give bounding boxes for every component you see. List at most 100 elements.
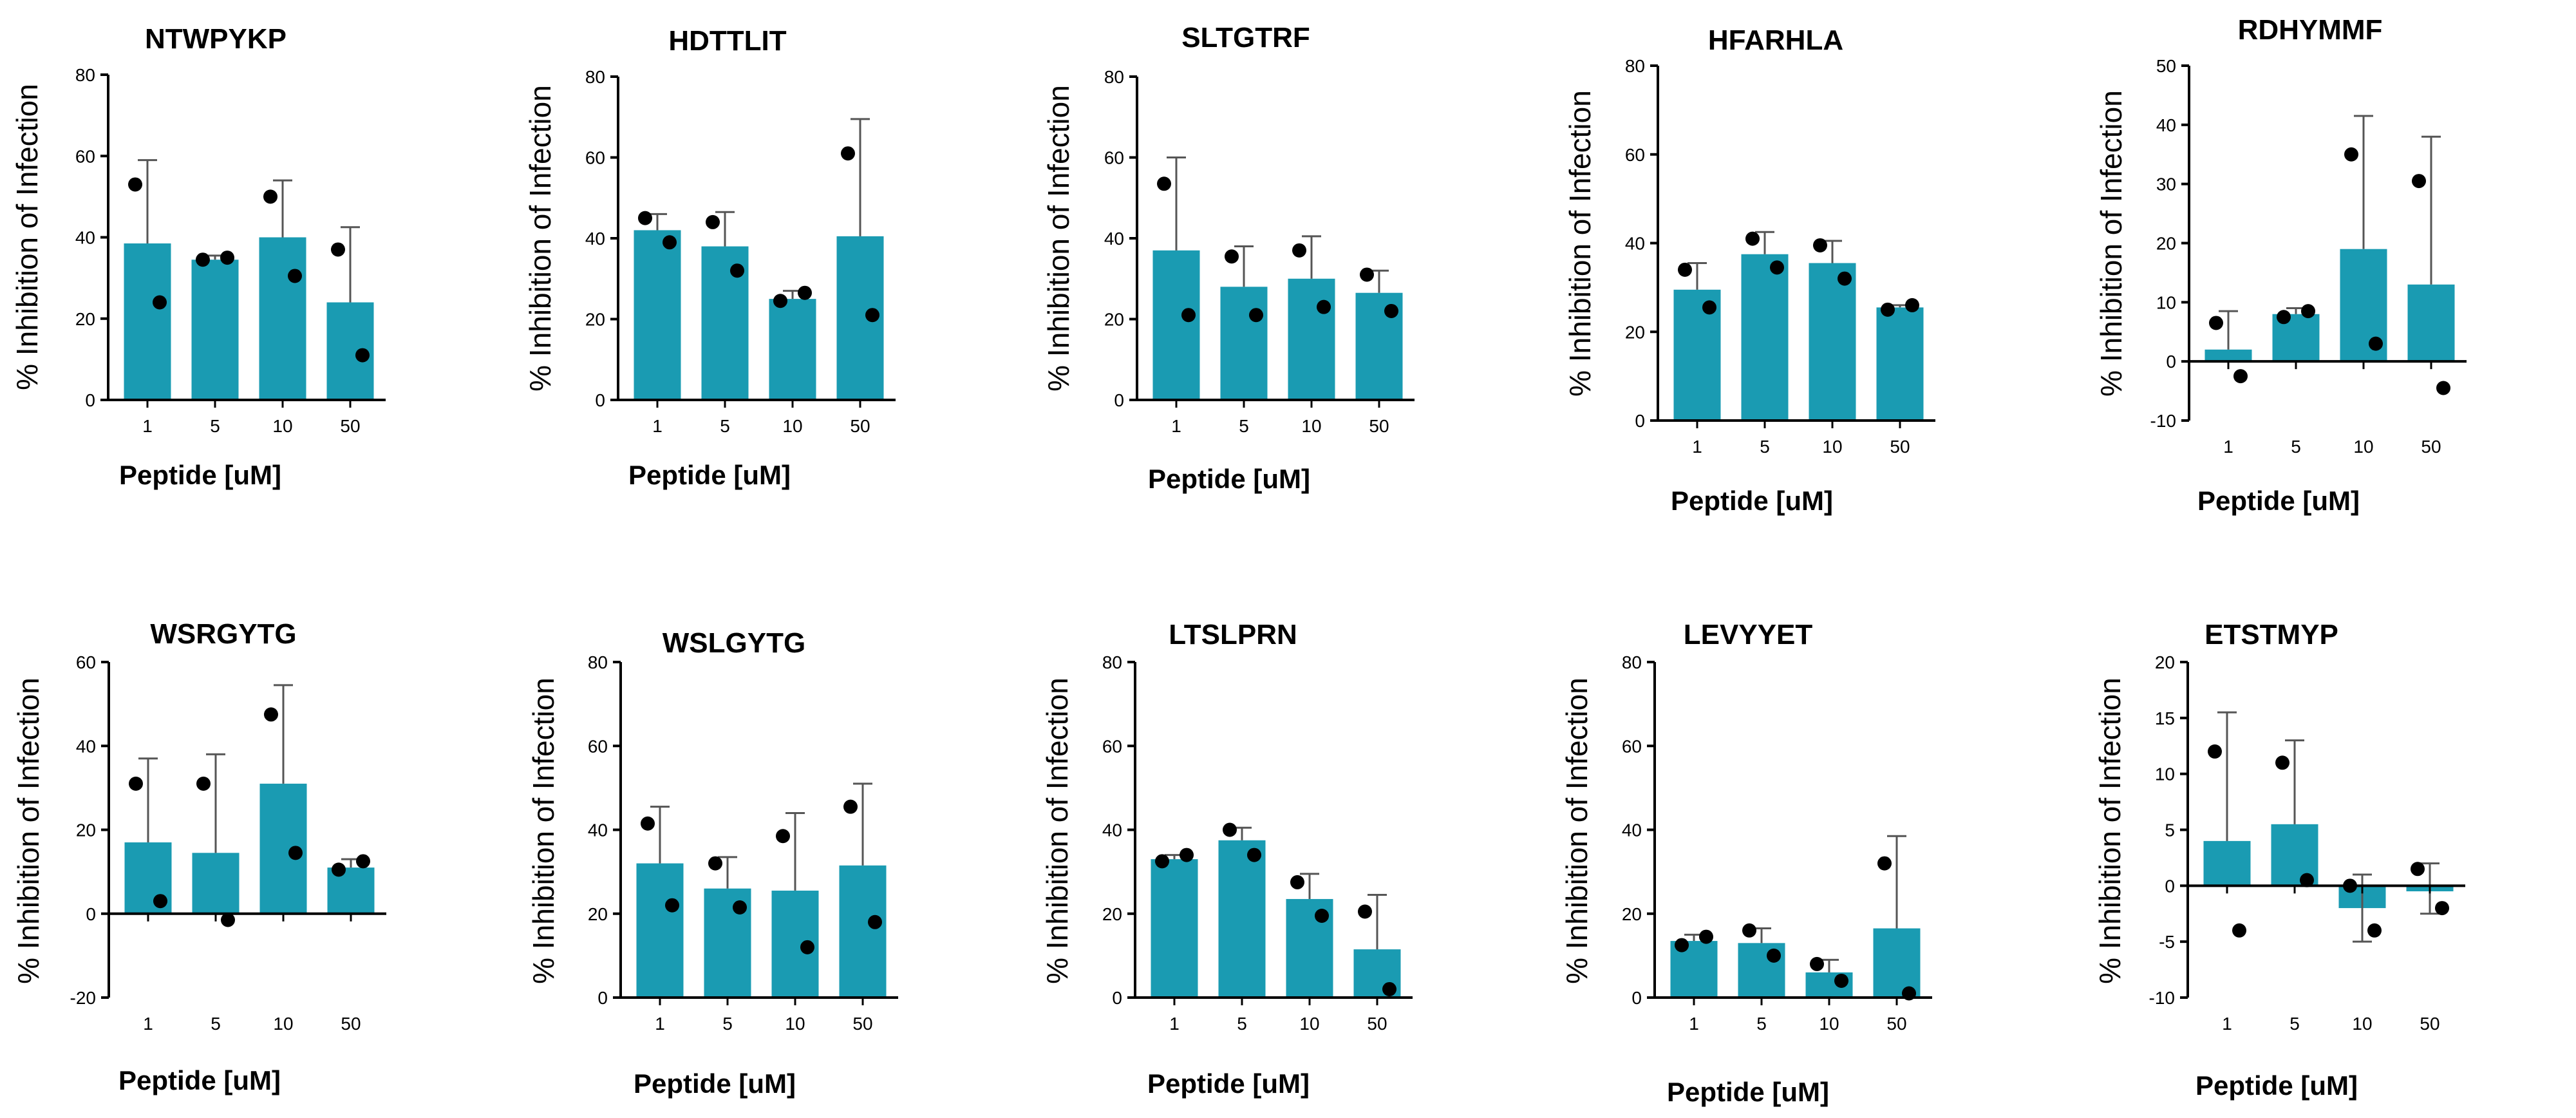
- y-axis-label: % Inhibition of Infection: [523, 85, 557, 392]
- chart-title: HFARHLA: [1708, 24, 1843, 56]
- y-tick-label: 80: [1625, 56, 1645, 76]
- x-tick-label: 50: [340, 416, 360, 436]
- y-tick-label: 20: [1625, 322, 1645, 342]
- y-tick-label: 60: [1622, 736, 1642, 756]
- y-tick-label: 80: [1622, 652, 1642, 672]
- x-tick-label: 10: [1819, 1014, 1839, 1034]
- bar: [1152, 250, 1200, 400]
- data-point: [773, 294, 787, 308]
- y-tick-label: -20: [70, 988, 96, 1008]
- x-tick-label: 1: [655, 1014, 665, 1034]
- bar: [124, 243, 171, 400]
- data-point: [1317, 299, 1331, 314]
- bar: [1151, 859, 1198, 998]
- y-tick-label: 80: [1102, 652, 1122, 672]
- x-tick-label: 10: [785, 1014, 805, 1034]
- data-point: [800, 940, 814, 954]
- y-tick-label: 40: [1622, 820, 1642, 840]
- y-tick-label: 40: [588, 820, 608, 840]
- y-axis-label: % Inhibition of Infection: [1560, 677, 1594, 984]
- chart-title: LTSLPRN: [1169, 619, 1297, 650]
- data-point: [2301, 304, 2315, 319]
- x-axis-label: Peptide [uM]: [2195, 1070, 2358, 1101]
- x-tick-label: 10: [273, 1014, 293, 1034]
- x-tick-label: 10: [2352, 1014, 2372, 1034]
- data-point: [1358, 904, 1372, 919]
- y-tick-label: 5: [2165, 820, 2175, 840]
- bar: [769, 299, 816, 400]
- y-axis-label: % Inhibition of Infection: [1040, 677, 1074, 984]
- y-tick-label: 40: [1104, 229, 1124, 249]
- y-tick-label: 80: [1104, 67, 1124, 87]
- data-point: [638, 211, 652, 225]
- data-point: [1384, 303, 1398, 318]
- data-point: [153, 295, 167, 310]
- data-point: [220, 251, 234, 265]
- data-point: [2209, 316, 2223, 330]
- y-tick-label: 30: [2156, 175, 2176, 194]
- y-tick-label: 40: [2156, 115, 2176, 135]
- data-point: [1247, 848, 1261, 862]
- y-tick-label: 15: [2155, 708, 2175, 728]
- data-point: [1290, 875, 1304, 889]
- data-point: [708, 856, 722, 871]
- x-tick-label: 5: [2291, 437, 2301, 457]
- x-tick-label: 1: [1171, 416, 1181, 436]
- data-point: [264, 707, 278, 722]
- x-tick-label: 5: [2289, 1014, 2300, 1034]
- data-point: [196, 252, 210, 267]
- y-tick-label: 20: [2155, 652, 2175, 672]
- chart-panel: RDHYMMF % Inhibition of Infection Peptide …: [2094, 14, 2467, 516]
- bar: [634, 230, 681, 400]
- x-tick-label: 10: [272, 416, 292, 436]
- x-tick-label: 10: [1822, 437, 1842, 457]
- data-point: [2369, 336, 2383, 351]
- x-tick-label: 50: [1367, 1014, 1387, 1034]
- data-point: [128, 177, 142, 192]
- data-point: [1838, 271, 1852, 286]
- y-tick-label: 80: [75, 65, 95, 85]
- y-axis-label: % Inhibition of Infection: [10, 84, 44, 390]
- data-point: [2435, 901, 2449, 916]
- data-point: [865, 308, 879, 323]
- data-point: [1834, 973, 1848, 988]
- chart-panel: LEVYYET % Inhibition of Infection Peptide …: [1560, 619, 1932, 1107]
- y-tick-label: 0: [597, 988, 608, 1008]
- y-tick-label: 20: [1104, 310, 1124, 330]
- y-tick-label: 80: [585, 67, 605, 87]
- x-tick-label: 5: [720, 416, 730, 436]
- bar: [1218, 840, 1266, 998]
- data-point: [153, 894, 167, 909]
- chart-title: NTWPYKP: [145, 23, 287, 55]
- bar: [1288, 278, 1335, 400]
- data-point: [1225, 249, 1239, 264]
- data-point: [868, 914, 882, 929]
- y-tick-label: 40: [1625, 234, 1645, 254]
- x-tick-label: 10: [782, 416, 802, 436]
- data-point: [331, 242, 345, 257]
- data-point: [1742, 923, 1756, 938]
- data-point: [2344, 147, 2358, 162]
- data-point: [2232, 923, 2246, 938]
- data-point: [2411, 862, 2425, 876]
- data-point: [2208, 744, 2222, 759]
- x-tick-label: 50: [852, 1014, 872, 1034]
- bar: [1809, 263, 1856, 421]
- x-tick-label: 50: [341, 1014, 361, 1034]
- y-tick-label: 40: [585, 229, 605, 249]
- bar: [191, 260, 239, 400]
- data-point: [730, 263, 744, 278]
- y-tick-label: 20: [588, 904, 608, 924]
- x-tick-label: 5: [1756, 1014, 1767, 1034]
- chart-panel: WSLGYTG % Inhibition of Infection Peptide …: [527, 627, 898, 1099]
- data-point: [221, 913, 235, 927]
- data-point: [288, 846, 303, 860]
- data-point: [1360, 267, 1374, 282]
- data-point: [129, 776, 143, 791]
- data-point: [1877, 856, 1892, 871]
- data-point: [2277, 310, 2291, 325]
- y-tick-label: 20: [585, 310, 605, 330]
- y-tick-label: 40: [1102, 820, 1122, 840]
- data-point: [2412, 174, 2426, 189]
- chart-panel: HFARHLA % Inhibition of Infection Peptide …: [1563, 24, 1935, 516]
